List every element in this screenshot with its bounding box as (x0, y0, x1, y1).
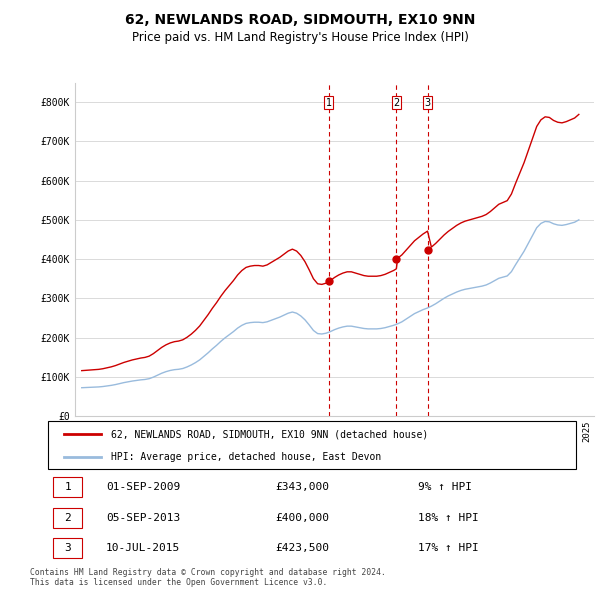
Bar (53, 477, 82, 497)
Text: £423,500: £423,500 (275, 543, 329, 553)
Text: 62, NEWLANDS ROAD, SIDMOUTH, EX10 9NN (detached house): 62, NEWLANDS ROAD, SIDMOUTH, EX10 9NN (d… (112, 429, 428, 439)
Bar (53, 538, 82, 558)
Text: 10-JUL-2015: 10-JUL-2015 (106, 543, 181, 553)
Text: £400,000: £400,000 (275, 513, 329, 523)
Text: 1: 1 (64, 482, 71, 492)
Text: Contains HM Land Registry data © Crown copyright and database right 2024.
This d: Contains HM Land Registry data © Crown c… (30, 568, 386, 587)
Text: HPI: Average price, detached house, East Devon: HPI: Average price, detached house, East… (112, 452, 382, 462)
Text: 05-SEP-2013: 05-SEP-2013 (106, 513, 181, 523)
Text: 1: 1 (326, 97, 332, 107)
Text: 2: 2 (393, 97, 400, 107)
Text: 9% ↑ HPI: 9% ↑ HPI (418, 482, 472, 492)
Text: 01-SEP-2009: 01-SEP-2009 (106, 482, 181, 492)
Text: 18% ↑ HPI: 18% ↑ HPI (418, 513, 478, 523)
Text: 3: 3 (64, 543, 71, 553)
Text: £343,000: £343,000 (275, 482, 329, 492)
Bar (53, 507, 82, 528)
Text: 3: 3 (424, 97, 431, 107)
Text: Price paid vs. HM Land Registry's House Price Index (HPI): Price paid vs. HM Land Registry's House … (131, 31, 469, 44)
Text: 2: 2 (64, 513, 71, 523)
Text: 17% ↑ HPI: 17% ↑ HPI (418, 543, 478, 553)
Text: 62, NEWLANDS ROAD, SIDMOUTH, EX10 9NN: 62, NEWLANDS ROAD, SIDMOUTH, EX10 9NN (125, 13, 475, 27)
